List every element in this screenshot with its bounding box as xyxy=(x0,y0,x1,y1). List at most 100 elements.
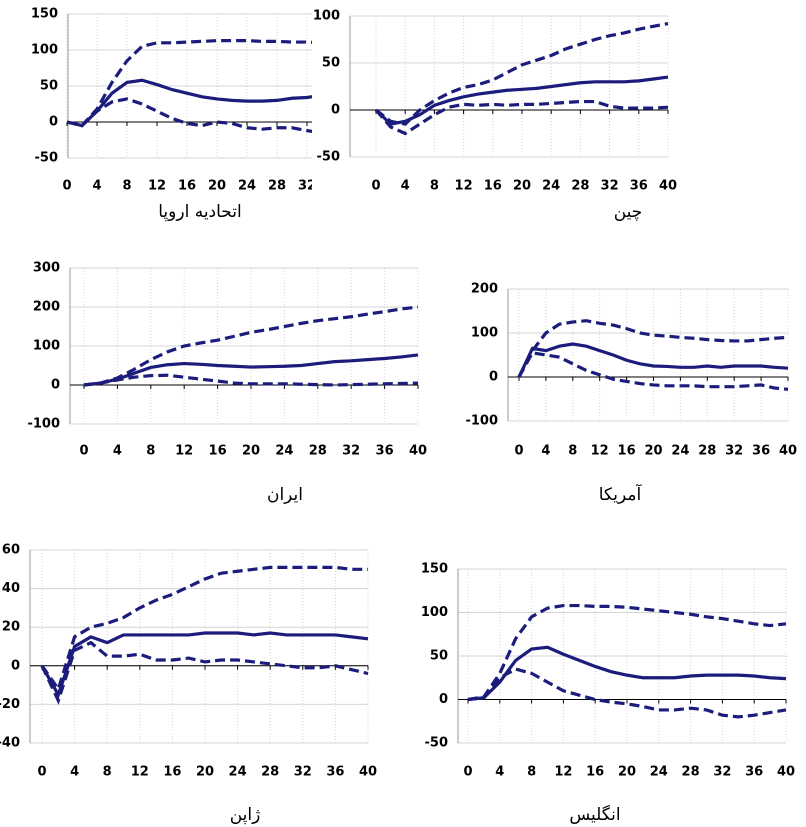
y-tick-label: 0 xyxy=(49,115,58,130)
x-tick-label: 12 xyxy=(554,765,572,780)
x-tick-label: 16 xyxy=(484,179,502,194)
x-tick-label: 4 xyxy=(92,179,101,194)
x-tick-label: 28 xyxy=(309,444,327,459)
x-tick-label: 40 xyxy=(777,765,795,780)
chart: 0 4 8 12 16 20 24 28 32 36 40 -40 -20 0 20 40 60 xyxy=(0,543,377,780)
x-tick-label: 36 xyxy=(376,444,394,459)
x-tick-label: 36 xyxy=(326,765,344,780)
series-line xyxy=(375,21,669,126)
y-tick-label: -50 xyxy=(317,150,341,165)
y-tick-label: 50 xyxy=(430,649,448,664)
series-line xyxy=(467,645,787,702)
x-tick-label: 8 xyxy=(103,765,112,780)
chart-title: چین xyxy=(614,202,643,222)
x-tick-label: 28 xyxy=(261,765,279,780)
series-line xyxy=(374,75,669,126)
x-tick-label: 4 xyxy=(541,444,550,459)
y-tick-label: 150 xyxy=(31,7,58,22)
series-line xyxy=(467,667,787,719)
y-tick-label: 300 xyxy=(33,261,60,276)
y-tick-label: 0 xyxy=(489,370,498,385)
x-tick-label: 8 xyxy=(568,444,577,459)
chart: 0 4 8 12 16 20 24 28 32 36 40 -100 0 100 200 300 xyxy=(27,261,427,459)
x-tick-label: 12 xyxy=(131,765,149,780)
y-tick-label: 100 xyxy=(31,43,58,58)
x-tick-label: 24 xyxy=(229,765,247,780)
x-tick-label: 28 xyxy=(268,179,286,194)
x-tick-label: 8 xyxy=(430,179,439,194)
x-tick-label: 12 xyxy=(148,179,166,194)
x-tick-label: 8 xyxy=(122,179,131,194)
x-tick-label: 20 xyxy=(196,765,214,780)
x-tick-label: 24 xyxy=(542,179,560,194)
y-tick-label: 0 xyxy=(51,378,60,393)
y-tick-label: 40 xyxy=(2,581,20,596)
y-tick-label: 60 xyxy=(2,543,20,558)
x-tick-label: 12 xyxy=(175,444,193,459)
x-tick-label: 0 xyxy=(37,765,46,780)
x-tick-label: 36 xyxy=(752,444,770,459)
series-line xyxy=(40,640,369,705)
chart-title: اتحادیه اروپا xyxy=(158,202,241,222)
chart-title: انگلیس xyxy=(569,804,620,825)
x-tick-label: 16 xyxy=(209,444,227,459)
x-tick-label: 32 xyxy=(725,444,743,459)
x-tick-label: 0 xyxy=(62,179,71,194)
x-tick-label: 28 xyxy=(571,179,589,194)
x-tick-label: 32 xyxy=(294,765,312,780)
series-line xyxy=(83,373,419,387)
series-line xyxy=(83,353,419,387)
x-tick-label: 16 xyxy=(163,765,181,780)
y-tick-label: 150 xyxy=(421,562,448,577)
x-tick-label: 4 xyxy=(401,179,410,194)
y-tick-label: -50 xyxy=(425,736,449,751)
series-line xyxy=(66,78,312,128)
x-tick-label: 16 xyxy=(178,179,196,194)
x-tick-label: 20 xyxy=(208,179,226,194)
x-tick-label: 8 xyxy=(146,444,155,459)
series-line xyxy=(467,603,787,702)
x-tick-label: 4 xyxy=(70,765,79,780)
x-tick-label: 0 xyxy=(79,444,88,459)
chart-title: ژاپن xyxy=(230,805,261,825)
x-tick-label: 8 xyxy=(527,765,536,780)
x-tick-label: 32 xyxy=(713,765,731,780)
y-tick-label: 100 xyxy=(33,339,60,354)
y-tick-label: -100 xyxy=(27,417,60,432)
series-line xyxy=(66,39,312,128)
series-line xyxy=(40,565,368,693)
x-tick-label: 24 xyxy=(275,444,293,459)
y-tick-label: 200 xyxy=(33,300,60,315)
x-tick-label: 40 xyxy=(659,179,677,194)
x-tick-label: 36 xyxy=(328,179,346,194)
y-tick-label: -50 xyxy=(35,151,59,166)
x-tick-label: 28 xyxy=(682,765,700,780)
x-tick-label: 16 xyxy=(618,444,636,459)
x-tick-label: 32 xyxy=(298,179,316,194)
y-tick-label: 50 xyxy=(322,56,340,71)
series-line xyxy=(517,351,789,391)
x-tick-label: 20 xyxy=(242,444,260,459)
x-tick-label: 0 xyxy=(371,179,380,194)
chart: 0 4 8 12 16 20 24 28 32 36 40 -50 0 50 100 xyxy=(313,9,677,194)
x-tick-label: 12 xyxy=(455,179,473,194)
series-line xyxy=(374,99,669,136)
y-tick-label: 20 xyxy=(2,620,20,635)
x-tick-label: 40 xyxy=(359,765,377,780)
x-tick-label: 0 xyxy=(514,444,523,459)
y-tick-label: 0 xyxy=(331,103,340,118)
series-line xyxy=(83,305,419,387)
chart-title: ایران xyxy=(267,485,303,505)
y-tick-label: 100 xyxy=(421,605,448,620)
x-tick-label: 12 xyxy=(591,444,609,459)
x-tick-label: 20 xyxy=(618,765,636,780)
x-tick-label: 40 xyxy=(779,444,797,459)
y-tick-label: 100 xyxy=(313,9,340,24)
chart-title: آمریکا xyxy=(599,483,643,505)
chart: 0 4 8 12 16 20 24 28 32 36 40 -100 0 100 200 xyxy=(465,282,797,459)
y-tick-label: 50 xyxy=(40,79,58,94)
